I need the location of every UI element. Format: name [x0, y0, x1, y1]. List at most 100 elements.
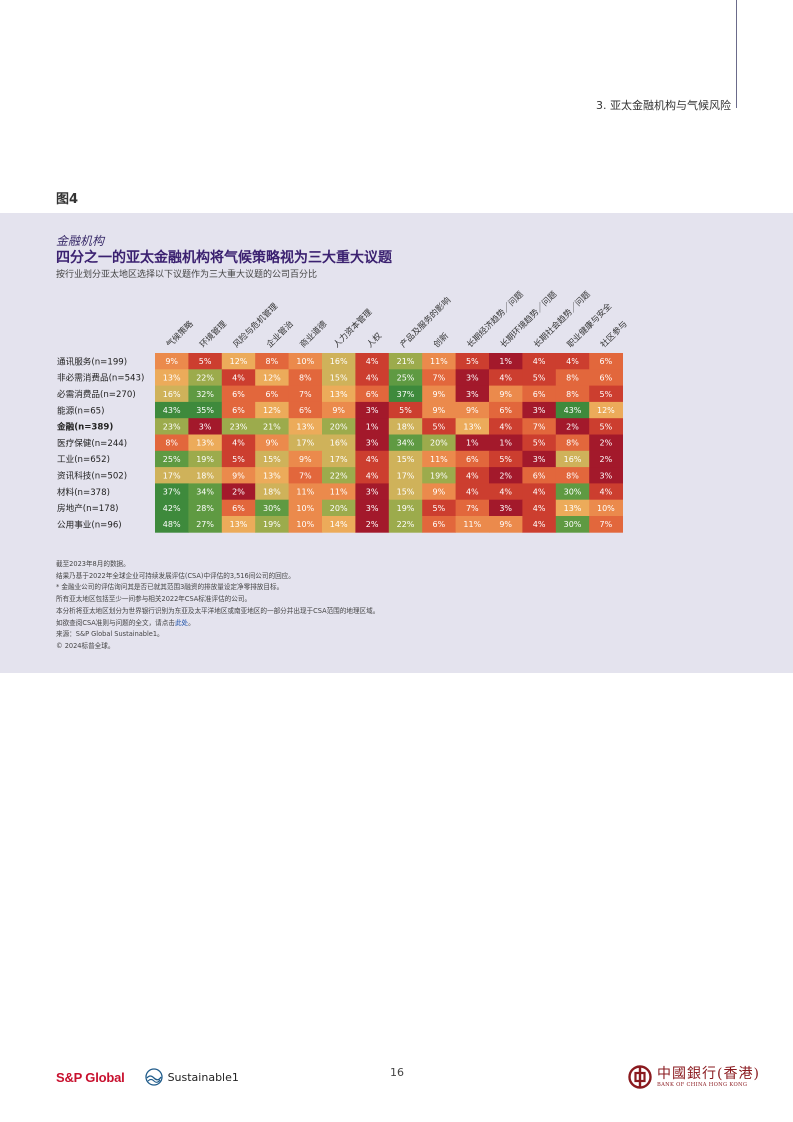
heatmap-cell — [288, 418, 323, 435]
heatmap-cell — [589, 483, 623, 501]
row-label: 医疗保健(n=244) — [57, 437, 127, 449]
heatmap-cell — [422, 516, 456, 533]
cell-value-label: 5% — [600, 422, 613, 431]
heatmap-cell — [221, 385, 256, 403]
copyright-line: © 2024标普全球。 — [56, 641, 115, 650]
heatmap-cell — [355, 434, 390, 452]
cell-value-label: 8% — [299, 373, 312, 382]
cell-value-label: 2% — [366, 520, 379, 529]
heatmap-cell — [322, 418, 356, 435]
cell-value-label: 17% — [163, 471, 181, 480]
cell-value-label: 11% — [330, 488, 348, 497]
heatmap-cell — [188, 516, 223, 533]
cell-value-label: 16% — [163, 390, 181, 399]
csa-criteria-link[interactable]: 此处 — [174, 618, 189, 627]
cell-value-label: 17% — [296, 439, 314, 448]
heatmap-cell — [489, 450, 523, 468]
cell-value-label: 10% — [597, 504, 615, 513]
heatmap-cell — [555, 450, 590, 468]
heatmap-cell — [555, 401, 590, 419]
cell-value-label: 6% — [533, 390, 546, 399]
heatmap-cell — [155, 499, 189, 517]
heatmap-cell — [155, 385, 189, 403]
cell-value-label: 11% — [296, 488, 314, 497]
cell-value-label: 28% — [196, 504, 214, 513]
heatmap-cell — [422, 353, 456, 370]
cell-value-label: 13% — [230, 520, 248, 529]
cell-value-label: 4% — [366, 357, 379, 366]
heatmap-cell — [455, 369, 490, 386]
heatmap-cell — [589, 516, 623, 533]
heatmap-cell — [255, 369, 289, 386]
heatmap-cell — [455, 499, 490, 517]
cell-value-label: 6% — [366, 390, 379, 399]
heatmap-cell — [555, 483, 590, 501]
heatmap-cell — [288, 499, 323, 517]
cell-value-label: 13% — [163, 373, 181, 382]
heatmap-cell — [355, 418, 390, 435]
heatmap-cell — [522, 401, 557, 419]
heatmap-cell — [155, 434, 189, 452]
cell-value-label: 12% — [230, 357, 248, 366]
heatmap-cell — [455, 401, 490, 419]
cell-value-label: 12% — [263, 373, 281, 382]
cell-value-label: 15% — [397, 455, 415, 464]
sustainable1-wave-icon — [144, 1068, 163, 1086]
cell-value-label: 15% — [330, 373, 348, 382]
heatmap-cell — [188, 369, 223, 386]
cell-value-label: 11% — [463, 520, 481, 529]
heatmap-cell — [589, 369, 623, 386]
cell-value-label: 5% — [600, 390, 613, 399]
cell-value-label: 3% — [366, 488, 379, 497]
cell-value-label: 21% — [263, 422, 281, 431]
heatmap-cell — [221, 353, 256, 370]
cell-value-label: 14% — [330, 520, 348, 529]
cell-value-label: 4% — [232, 373, 245, 382]
boc-english-name: BANK OF CHINA HONG KONG — [657, 1081, 748, 1088]
heatmap-cell — [489, 499, 523, 517]
row-label: 资讯科技(n=502) — [57, 469, 127, 481]
heatmap-cell — [188, 499, 223, 517]
cell-value-label: 2% — [600, 439, 613, 448]
cell-value-label: 13% — [296, 422, 314, 431]
cell-value-label: 37% — [397, 390, 415, 399]
note-link-line: 如欲查阅CSA准则与问题的全文，请点击此处。 — [56, 618, 379, 630]
heatmap-cell — [355, 385, 390, 403]
heatmap-cell — [155, 516, 189, 533]
cell-value-label: 23% — [230, 422, 248, 431]
heatmap-cell — [489, 369, 523, 386]
cell-value-label: 5% — [466, 357, 479, 366]
heatmap-cell — [322, 516, 356, 533]
cell-value-label: 6% — [600, 373, 613, 382]
cell-value-label: 18% — [263, 488, 281, 497]
heatmap-cell — [555, 353, 590, 370]
heatmap-cell — [221, 483, 256, 501]
heatmap-cell — [489, 483, 523, 501]
heatmap-cell — [388, 499, 423, 517]
cell-value-label: 6% — [499, 406, 512, 415]
cell-value-label: 13% — [263, 471, 281, 480]
boc-wordmark: 中國銀行(香港) BANK OF CHINA HONG KONG — [657, 1066, 760, 1088]
cell-value-label: 22% — [397, 520, 415, 529]
heatmap-cell — [155, 483, 189, 501]
heatmap-cell — [188, 483, 223, 501]
cell-value-label: 4% — [366, 455, 379, 464]
note-line: 结果乃基于2022年全球企业可持续发展评估(CSA)中评估的3,516间公司的回… — [56, 571, 295, 580]
heatmap-cell — [355, 499, 390, 517]
cell-value-label: 9% — [433, 406, 446, 415]
cell-value-label: 13% — [196, 439, 214, 448]
heatmap-cell — [388, 353, 423, 370]
figure-subject: 金融机构 — [56, 234, 105, 248]
cell-value-label: 30% — [564, 488, 582, 497]
heatmap-cell — [155, 369, 189, 386]
heatmap-cell — [522, 467, 557, 484]
note-line: * 金融业公司的评估询问其是否已就其范围3融资的排放量设定净零排放目标。 — [56, 583, 284, 592]
heatmap-cell — [221, 434, 256, 452]
cell-value-label: 3% — [499, 504, 512, 513]
heatmap-cell — [422, 385, 456, 403]
cell-value-label: 10% — [296, 357, 314, 366]
heatmap-cell — [288, 483, 323, 501]
cell-value-label: 3% — [466, 390, 479, 399]
column-header: 环境管理 — [197, 318, 228, 349]
cell-value-label: 9% — [299, 455, 312, 464]
